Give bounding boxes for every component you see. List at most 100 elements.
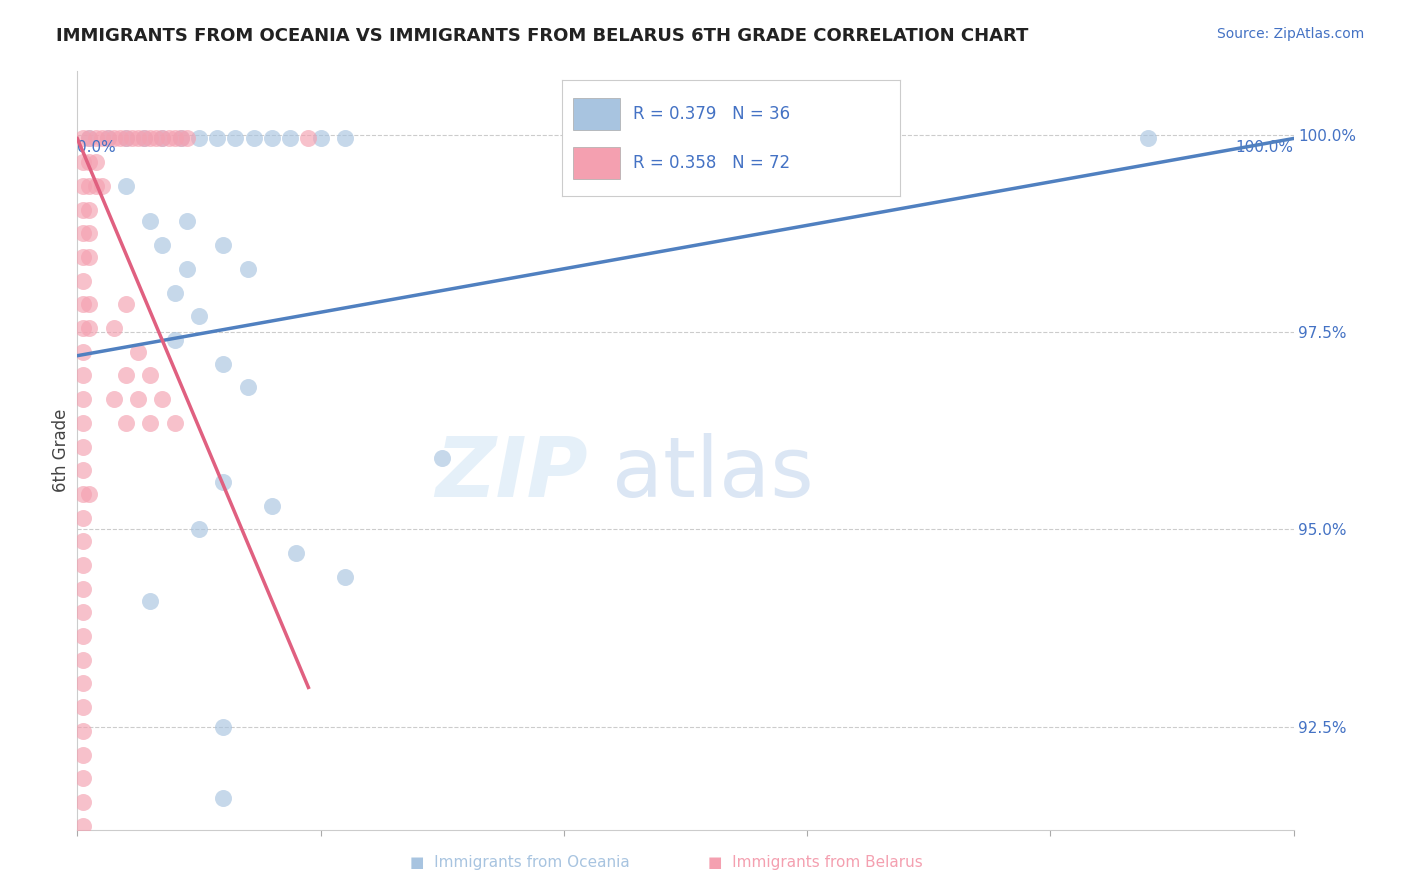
- Point: [260, 499, 283, 513]
- Point: [72, 676, 94, 690]
- Point: [72, 344, 94, 359]
- Point: [72, 227, 94, 241]
- Point: [212, 238, 235, 252]
- Point: [72, 606, 94, 620]
- Point: [103, 392, 125, 406]
- Point: [115, 131, 138, 145]
- Point: [79, 227, 101, 241]
- Text: 100.0%: 100.0%: [1236, 140, 1294, 155]
- Point: [285, 546, 308, 560]
- Point: [84, 178, 107, 193]
- Point: [139, 416, 162, 430]
- Text: ■  Immigrants from Belarus: ■ Immigrants from Belarus: [709, 855, 922, 870]
- Point: [72, 297, 94, 311]
- Point: [103, 321, 125, 335]
- Point: [72, 250, 94, 264]
- Point: [127, 344, 149, 359]
- Point: [236, 261, 259, 276]
- Point: [72, 202, 94, 217]
- Point: [103, 131, 125, 145]
- Point: [163, 333, 186, 347]
- Point: [72, 131, 94, 145]
- Point: [84, 155, 107, 169]
- Point: [90, 131, 112, 145]
- Bar: [572, 98, 620, 129]
- Point: [72, 155, 94, 169]
- Point: [260, 131, 283, 145]
- Point: [152, 392, 174, 406]
- Point: [205, 131, 228, 145]
- Point: [79, 155, 101, 169]
- Text: R = 0.358   N = 72: R = 0.358 N = 72: [633, 154, 790, 172]
- Point: [157, 131, 180, 145]
- Point: [72, 321, 94, 335]
- Point: [72, 510, 94, 524]
- Point: [72, 819, 94, 833]
- Point: [224, 131, 246, 145]
- Point: [79, 202, 101, 217]
- Point: [212, 357, 235, 371]
- Point: [856, 131, 879, 145]
- Point: [236, 380, 259, 394]
- Point: [152, 131, 174, 145]
- Point: [134, 131, 156, 145]
- Point: [97, 131, 120, 145]
- Y-axis label: 6th Grade: 6th Grade: [52, 409, 70, 492]
- Point: [115, 297, 138, 311]
- Point: [79, 131, 101, 145]
- Text: ■  Immigrants from Oceania: ■ Immigrants from Oceania: [411, 855, 630, 870]
- Point: [97, 131, 120, 145]
- Text: atlas: atlas: [613, 433, 814, 514]
- Point: [79, 321, 101, 335]
- Point: [163, 416, 186, 430]
- Point: [72, 178, 94, 193]
- Point: [139, 368, 162, 383]
- Point: [72, 274, 94, 288]
- Point: [139, 214, 162, 228]
- Point: [188, 309, 211, 323]
- Point: [72, 463, 94, 477]
- Bar: [572, 147, 620, 178]
- Point: [90, 178, 112, 193]
- Point: [212, 791, 235, 805]
- Point: [139, 131, 162, 145]
- Point: [152, 238, 174, 252]
- Point: [430, 451, 453, 466]
- Point: [121, 131, 143, 145]
- Point: [72, 558, 94, 572]
- Point: [79, 250, 101, 264]
- Point: [115, 131, 138, 145]
- Point: [115, 416, 138, 430]
- Point: [333, 131, 356, 145]
- Text: R = 0.379   N = 36: R = 0.379 N = 36: [633, 104, 790, 122]
- Point: [108, 131, 131, 145]
- Point: [72, 629, 94, 643]
- Point: [72, 440, 94, 454]
- Point: [79, 487, 101, 501]
- Point: [72, 795, 94, 809]
- Point: [188, 131, 211, 145]
- Point: [72, 416, 94, 430]
- Point: [79, 131, 101, 145]
- Point: [79, 297, 101, 311]
- Point: [84, 131, 107, 145]
- Point: [72, 392, 94, 406]
- Point: [170, 131, 193, 145]
- Point: [145, 131, 167, 145]
- Point: [152, 131, 174, 145]
- Point: [188, 523, 211, 537]
- Point: [242, 131, 264, 145]
- Point: [139, 593, 162, 607]
- Point: [72, 723, 94, 738]
- Point: [176, 214, 198, 228]
- Point: [72, 747, 94, 762]
- Point: [127, 131, 149, 145]
- Point: [1136, 131, 1159, 145]
- Point: [72, 771, 94, 785]
- Point: [72, 582, 94, 596]
- Point: [333, 570, 356, 584]
- Point: [176, 261, 198, 276]
- Point: [297, 131, 319, 145]
- Text: Source: ZipAtlas.com: Source: ZipAtlas.com: [1216, 27, 1364, 41]
- Point: [176, 131, 198, 145]
